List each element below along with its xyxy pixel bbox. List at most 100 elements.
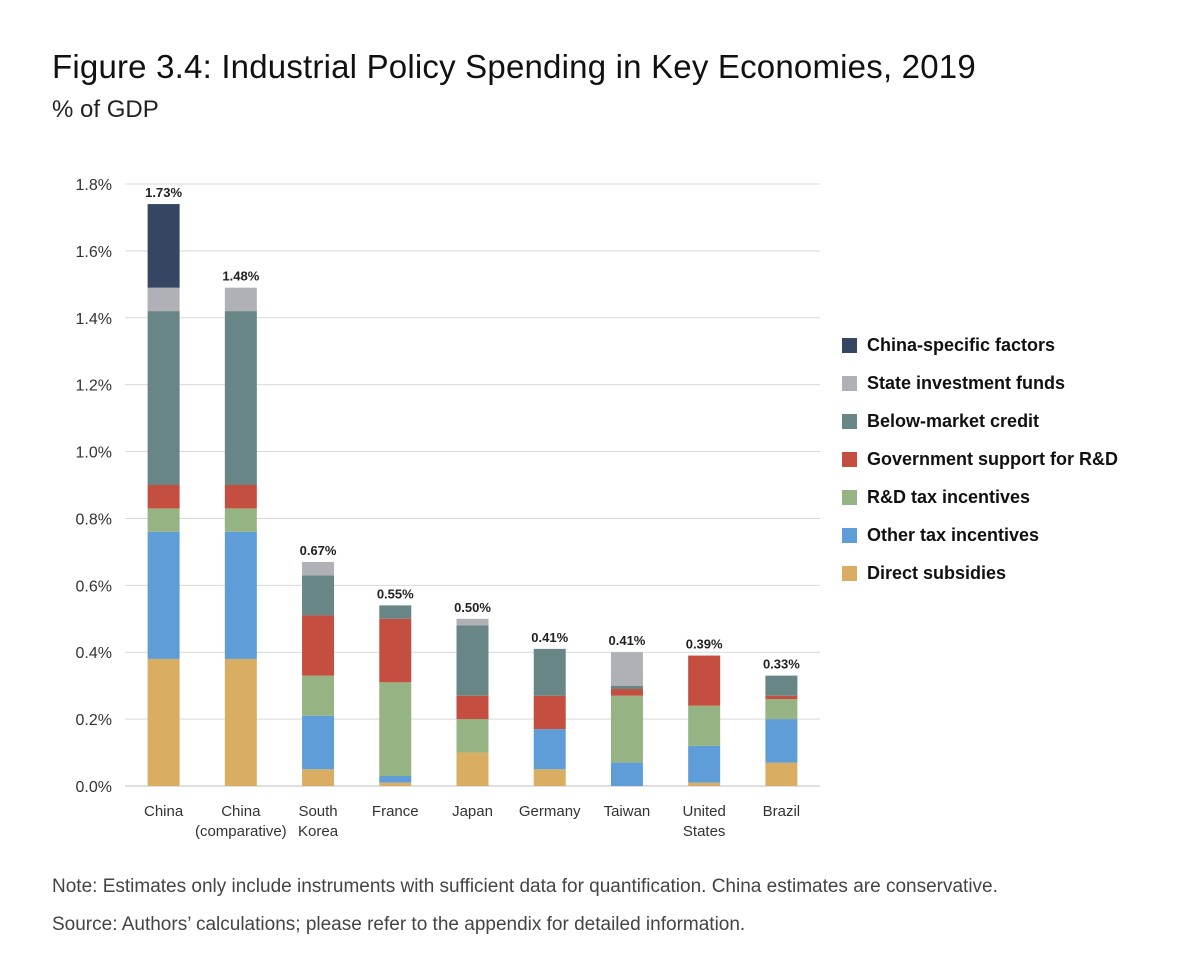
- bar-segment-government-support-for-r-d: [302, 615, 335, 676]
- legend-swatch: [842, 489, 857, 505]
- bar-segment-r-d-tax-incentives: [379, 682, 412, 776]
- chart-title: Figure 3.4: Industrial Policy Spending i…: [52, 48, 976, 85]
- bar-segment-direct-subsidies: [224, 658, 257, 786]
- x-tick-label: United States: [682, 803, 725, 840]
- x-tick-label: China (comparative): [195, 803, 287, 840]
- y-tick-label: 0.2%: [76, 712, 112, 729]
- legend-label: Direct subsidies: [867, 562, 1007, 583]
- bar-segment-china-specific-factors: [147, 204, 180, 288]
- legend-swatch: [842, 565, 857, 581]
- bar-segment-direct-subsidies: [533, 769, 566, 786]
- legend-item: Government support for R&D: [842, 440, 1118, 478]
- bar-segment-government-support-for-r-d: [765, 695, 798, 700]
- legend-swatch: [842, 451, 857, 467]
- bar-segment-other-tax-incentives: [147, 531, 180, 659]
- legend-swatch: [842, 375, 857, 391]
- y-tick-label: 1.0%: [76, 445, 112, 462]
- bar-segment-direct-subsidies: [379, 782, 412, 786]
- bar-segment-other-tax-incentives: [224, 531, 257, 659]
- bar-segment-below-market-credit: [765, 675, 798, 696]
- bars: [147, 204, 798, 786]
- bar-segment-government-support-for-r-d: [456, 695, 489, 720]
- legend-label: Other tax incentives: [867, 524, 1040, 545]
- total-label: 0.67%: [300, 543, 337, 558]
- legend-swatch: [842, 337, 857, 353]
- y-tick-label: 1.2%: [76, 378, 112, 395]
- legend-item: Below-market credit: [842, 402, 1118, 440]
- footnote-note: Note: Estimates only include instruments…: [52, 876, 998, 897]
- bar-segment-r-d-tax-incentives: [302, 675, 335, 716]
- bar-segment-r-d-tax-incentives: [456, 719, 489, 753]
- x-tick-label: China: [144, 803, 184, 820]
- bar-segment-below-market-credit: [379, 605, 412, 619]
- bar-segment-state-investment-funds: [224, 287, 257, 312]
- total-label: 0.41%: [609, 633, 646, 648]
- x-tick-label: Brazil: [763, 803, 801, 820]
- bar-segment-other-tax-incentives: [379, 775, 412, 783]
- total-label: 1.73%: [145, 185, 182, 200]
- legend-label: R&D tax incentives: [867, 486, 1031, 507]
- legend-label: China-specific factors: [867, 334, 1056, 355]
- stacked-bar-chart: 0.0% 0.2% 0.4% 0.6% 0.8% 1.0% 1.2% 1.4% 1.6% 1.8%…: [76, 177, 820, 840]
- bar-segment-other-tax-incentives: [610, 762, 643, 786]
- y-axis-ticks: 0.0% 0.2% 0.4% 0.6% 0.8% 1.0% 1.2% 1.4% 1.6% 1.8%: [76, 177, 112, 796]
- total-label: 0.55%: [377, 586, 414, 601]
- total-label: 0.50%: [454, 600, 491, 615]
- bar-segment-below-market-credit: [147, 311, 180, 485]
- bar-segment-below-market-credit: [224, 311, 257, 485]
- bar-segment-other-tax-incentives: [533, 729, 566, 770]
- bar-segment-government-support-for-r-d: [379, 618, 412, 683]
- legend-label: State investment funds: [867, 372, 1066, 393]
- y-tick-label: 0.8%: [76, 511, 112, 528]
- bar-segment-government-support-for-r-d: [610, 689, 643, 696]
- bar-segment-below-market-credit: [610, 685, 643, 690]
- y-tick-label: 1.8%: [76, 177, 112, 194]
- bar-segment-state-investment-funds: [147, 287, 180, 312]
- total-labels: 1.73% 1.48% 0.67% 0.55% 0.50% 0.41% 0.41% 0.39%…: [145, 185, 800, 672]
- legend-item: R&D tax incentives: [842, 478, 1118, 516]
- y-tick-label: 0.4%: [76, 645, 112, 662]
- bar-segment-government-support-for-r-d: [688, 655, 721, 706]
- x-tick-label: France: [372, 803, 419, 820]
- x-tick-label: South Korea: [298, 803, 339, 840]
- legend-swatch: [842, 527, 857, 543]
- bar-segment-state-investment-funds: [610, 652, 643, 686]
- bar-segment-direct-subsidies: [456, 752, 489, 786]
- chart-subtitle: % of GDP: [52, 96, 159, 123]
- bar-segment-r-d-tax-incentives: [147, 508, 180, 532]
- bar-segment-below-market-credit: [533, 648, 566, 696]
- total-label: 1.48%: [222, 269, 259, 284]
- y-tick-label: 0.0%: [76, 779, 112, 796]
- bar-segment-r-d-tax-incentives: [610, 695, 643, 763]
- bar-segment-state-investment-funds: [302, 561, 335, 576]
- legend: China-specific factors State investment f…: [842, 326, 1118, 592]
- bar-segment-direct-subsidies: [147, 658, 180, 786]
- x-tick-label: Japan: [452, 803, 493, 820]
- x-tick-label: Germany: [519, 803, 581, 820]
- y-tick-label: 1.6%: [76, 244, 112, 261]
- bar-segment-direct-subsidies: [765, 762, 798, 786]
- bar-segment-government-support-for-r-d: [224, 485, 257, 509]
- total-label: 0.41%: [531, 630, 568, 645]
- legend-swatch: [842, 413, 857, 429]
- bar-segment-other-tax-incentives: [688, 745, 721, 783]
- legend-item: State investment funds: [842, 364, 1118, 402]
- bar-segment-below-market-credit: [456, 625, 489, 696]
- x-axis-ticks: China China (comparative) South Korea France J…: [144, 803, 800, 840]
- y-tick-label: 1.4%: [76, 311, 112, 328]
- bar-segment-r-d-tax-incentives: [765, 699, 798, 720]
- legend-item: China-specific factors: [842, 326, 1118, 364]
- bar-segment-state-investment-funds: [456, 618, 489, 626]
- legend-item: Other tax incentives: [842, 516, 1118, 554]
- total-label: 0.33%: [763, 657, 800, 672]
- bar-segment-direct-subsidies: [688, 782, 721, 786]
- bar-segment-government-support-for-r-d: [533, 695, 566, 730]
- bar-segment-r-d-tax-incentives: [688, 705, 721, 746]
- legend-label: Below-market credit: [867, 410, 1040, 431]
- bar-segment-direct-subsidies: [302, 769, 335, 786]
- bar-segment-government-support-for-r-d: [147, 485, 180, 509]
- bar-segment-r-d-tax-incentives: [224, 508, 257, 532]
- y-tick-label: 0.6%: [76, 578, 112, 595]
- x-tick-label: Taiwan: [604, 803, 651, 820]
- footnote-source: Source: Authors’ calculations; please re…: [52, 914, 746, 935]
